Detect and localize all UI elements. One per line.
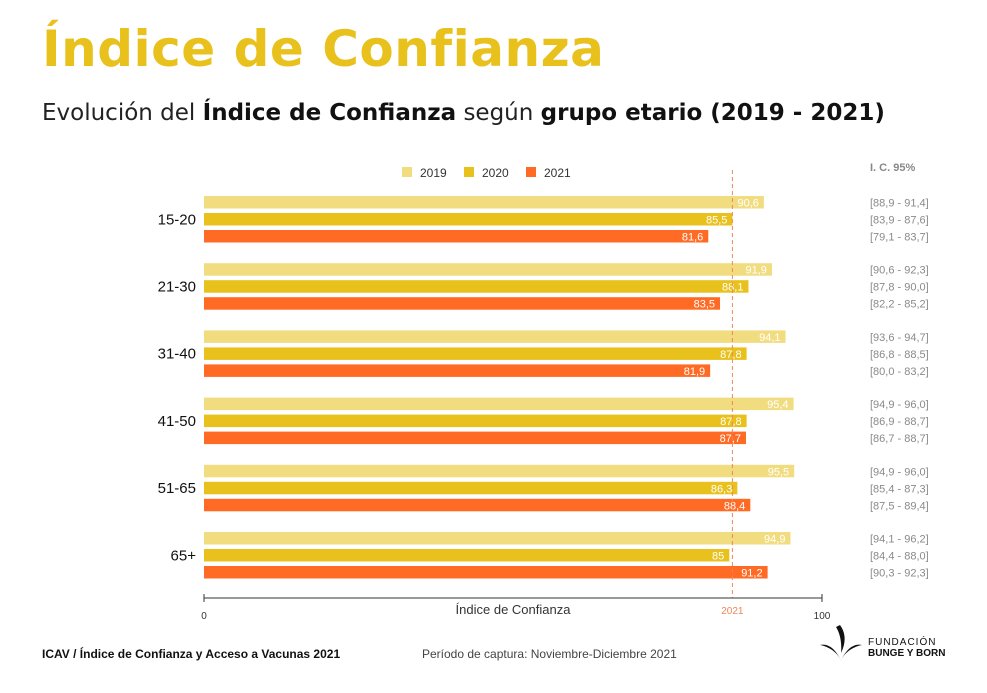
footer-period: Período de captura: Noviembre-Diciembre … (422, 647, 677, 661)
foundation-logo: FUNDACIÓN BUNGE Y BORN (818, 623, 958, 667)
ci-label-41-50-2019: [94,9 - 96,0] (870, 399, 929, 411)
bar-51-65-2021 (204, 498, 751, 512)
x-axis-label: Índice de Confianza (456, 602, 572, 617)
reference-line-label: 2021 (721, 606, 744, 617)
ci-label-15-20-2019: [88,9 - 91,4] (870, 198, 929, 210)
data-label-21-30-2020: 88,1 (722, 282, 743, 294)
data-label-51-65-2020: 86,3 (711, 483, 732, 495)
data-label-21-30-2019: 91,9 (746, 265, 767, 277)
data-label-41-50-2019: 95,4 (767, 399, 788, 411)
data-label-21-30-2021: 83,5 (694, 299, 715, 311)
bar-15-20-2019 (204, 196, 764, 209)
bar-31-40-2019 (204, 330, 786, 343)
subtitle-bold-1: Índice de Confianza (202, 100, 457, 126)
data-label-65+-2021: 91,2 (741, 568, 762, 580)
ci-label-51-65-2020: [85,4 - 87,3] (870, 483, 929, 495)
category-label-15-20: 15-20 (158, 211, 196, 228)
bar-51-65-2019 (204, 464, 795, 478)
logo-text: FUNDACIÓN BUNGE Y BORN (868, 637, 945, 659)
x-tick-label-0: 0 (201, 611, 207, 622)
legend-swatch-2019 (402, 167, 412, 177)
bar-51-65-2020 (204, 481, 738, 495)
legend-label-2021: 2021 (544, 166, 571, 180)
footer-source: ICAV / Índice de Confianza y Acceso a Va… (42, 647, 341, 661)
bar-21-30-2020 (204, 280, 749, 293)
bar-31-40-2020 (204, 347, 747, 360)
leaf-logo-icon (820, 625, 862, 661)
chart-subtitle: Evolución del Índice de Confianza según … (42, 100, 885, 126)
legend-swatch-2020 (464, 167, 474, 177)
data-label-41-50-2020: 87,8 (720, 416, 741, 428)
ci-label-65+-2020: [84,4 - 88,0] (870, 551, 929, 563)
data-label-41-50-2021: 87,7 (720, 433, 741, 445)
legend-label-2020: 2020 (482, 166, 509, 180)
bar-65+-2019 (204, 532, 791, 545)
ci-label-65+-2019: [94,1 - 96,2] (870, 534, 929, 546)
subtitle-text-1: Evolución del (42, 100, 203, 126)
ci-label-41-50-2021: [86,7 - 88,7] (870, 433, 929, 445)
logo-line-1: FUNDACIÓN (868, 637, 937, 648)
ci-label-15-20-2020: [83,9 - 87,6] (870, 215, 929, 227)
data-label-31-40-2020: 87,8 (720, 349, 741, 361)
category-label-31-40: 31-40 (158, 346, 196, 363)
ci-label-21-30-2020: [87,8 - 90,0] (870, 282, 929, 294)
data-label-31-40-2021: 81,9 (684, 366, 705, 378)
ci-label-21-30-2019: [90,6 - 92,3] (870, 265, 929, 277)
bar-31-40-2021 (204, 364, 711, 377)
legend-swatch-2021 (526, 167, 536, 177)
ci-label-31-40-2021: [80,0 - 83,2] (870, 366, 929, 378)
page-title: Índice de Confianza (42, 20, 605, 78)
ci-label-65+-2021: [90,3 - 92,3] (870, 568, 929, 580)
subtitle-text-2: según (456, 100, 541, 126)
data-label-51-65-2019: 95,5 (768, 466, 789, 478)
data-label-31-40-2019: 94,1 (759, 332, 780, 344)
x-tick-label-100: 100 (814, 611, 831, 622)
data-label-65+-2019: 94,9 (764, 534, 785, 546)
bar-21-30-2019 (204, 263, 772, 276)
bar-41-50-2020 (204, 414, 747, 428)
bar-15-20-2020 (204, 213, 733, 226)
bar-41-50-2021 (204, 431, 746, 445)
category-label-51-65: 51-65 (158, 480, 196, 497)
ci-label-51-65-2019: [94,9 - 96,0] (870, 466, 929, 478)
bar-41-50-2019 (204, 397, 794, 411)
ci-label-31-40-2019: [93,6 - 94,7] (870, 332, 929, 344)
subtitle-bold-2: grupo etario (2019 - 2021) (540, 100, 885, 126)
legend-label-2019: 2019 (420, 166, 447, 180)
category-label-21-30: 21-30 (158, 278, 196, 295)
bar-15-20-2021 (204, 230, 709, 243)
data-label-15-20-2019: 90,6 (737, 198, 758, 210)
bar-21-30-2021 (204, 297, 721, 310)
category-label-41-50: 41-50 (158, 413, 196, 430)
bar-65+-2021 (204, 566, 768, 579)
data-label-65+-2020: 85 (712, 551, 724, 563)
ci-label-51-65-2021: [87,5 - 89,4] (870, 500, 929, 512)
ci-label-21-30-2021: [82,2 - 85,2] (870, 299, 929, 311)
bar-65+-2020 (204, 549, 730, 562)
ci-header: I. C. 95% (870, 162, 915, 174)
ci-label-41-50-2020: [86,9 - 88,7] (870, 416, 929, 428)
ci-label-15-20-2021: [79,1 - 83,7] (870, 232, 929, 244)
ci-label-31-40-2020: [86,8 - 88,5] (870, 349, 929, 361)
data-label-51-65-2021: 88,4 (724, 500, 745, 512)
data-label-15-20-2021: 81,6 (682, 232, 703, 244)
data-label-15-20-2020: 85,5 (706, 215, 727, 227)
category-label-65+: 65+ (171, 547, 197, 564)
logo-line-2: BUNGE Y BORN (868, 648, 946, 659)
